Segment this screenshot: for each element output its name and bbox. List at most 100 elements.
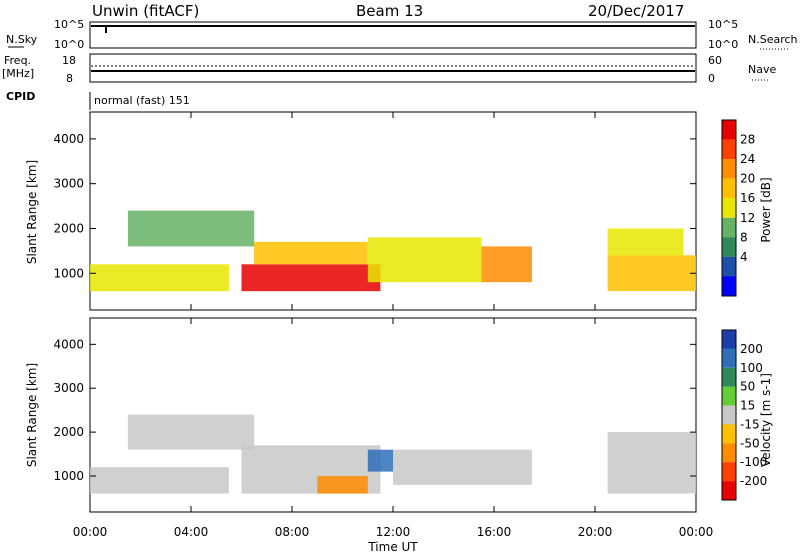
power-panel: 1000 2000 3000 4000 Slant Range [km] 28 24 20… <box>25 111 773 311</box>
colorbar-frame <box>721 329 737 501</box>
x-tick-label: 08:00 <box>275 525 310 539</box>
colorbar-tick-label: -200 <box>740 474 767 488</box>
velocity-y-axis: 1000 2000 3000 4000 <box>53 337 696 483</box>
colorbar-tick-label: -50 <box>740 436 760 450</box>
velocity-echo-band-4 <box>367 449 394 472</box>
power-colorbar-label: Power [dB] <box>759 177 773 242</box>
colorbar-tick-label: 100 <box>740 361 763 375</box>
beam-title: Beam 13 <box>356 2 423 20</box>
x-tick-label: 00:00 <box>73 525 108 539</box>
velocity-echo-band-0 <box>90 467 229 494</box>
time-x-axis: 00:00 04:00 08:00 12:00 16:00 20:00 00:00 <box>73 112 714 539</box>
colorbar-tick-label: 28 <box>740 133 755 147</box>
velocity-ylabel: Slant Range [km] <box>25 363 39 467</box>
colorbar-swatch <box>722 330 736 349</box>
freq-tick-bottom: 8 <box>66 72 73 85</box>
power-ylabel: Slant Range [km] <box>25 160 39 264</box>
velocity-panel: 1000 2000 3000 4000 Slant Range [km] 200 100… <box>25 317 773 513</box>
power-echo-band-3 <box>254 241 368 265</box>
noise-panel <box>89 21 697 49</box>
velocity-echo-band-1 <box>127 414 255 450</box>
noise-tick-left-top: 10^5 <box>54 18 84 31</box>
velocity-echo-band-5 <box>393 449 532 485</box>
power-echo-band-6 <box>607 255 696 292</box>
colorbar-swatch <box>722 237 736 257</box>
colorbar-tick-label: 50 <box>740 380 755 394</box>
y-tick-label: 4000 <box>53 132 84 146</box>
cpid-value: normal (fast) 151 <box>94 94 190 107</box>
y-tick-label: 3000 <box>53 381 84 395</box>
colorbar-swatch <box>722 159 736 179</box>
freq-tick-top: 18 <box>62 54 76 67</box>
cpid-label: CPID <box>6 90 35 103</box>
station-title: Unwin (fitACF) <box>92 2 199 20</box>
power-echo-band-5 <box>481 246 532 283</box>
nave-tick-top: 60 <box>708 54 722 67</box>
colorbar-swatch <box>722 443 736 463</box>
power-echo-band-0 <box>90 264 229 292</box>
x-tick-label: 00:00 <box>679 525 714 539</box>
nave-label: Nave <box>748 63 776 76</box>
colorbar-frame <box>721 119 737 297</box>
y-tick-label: 3000 <box>53 177 84 191</box>
y-tick-label: 2000 <box>53 221 84 235</box>
colorbar-tick-label: 24 <box>740 152 755 166</box>
colorbar-swatch <box>722 386 736 406</box>
colorbar-swatch <box>722 424 736 444</box>
time-xlabel: Time UT <box>367 540 418 554</box>
colorbar-swatch <box>722 120 736 140</box>
colorbar-tick-label: 12 <box>740 211 755 225</box>
x-tick-label: 20:00 <box>578 525 613 539</box>
colorbar-swatch <box>722 276 736 296</box>
colorbar-tick-label: 15 <box>740 399 755 413</box>
x-tick-label: 12:00 <box>376 525 411 539</box>
date-title: 20/Dec/2017 <box>588 2 684 20</box>
colorbar-swatch <box>722 198 736 218</box>
power-echo-band-7 <box>607 228 684 256</box>
power-echo-layer <box>90 210 696 292</box>
velocity-colorbar: 200 100 50 15 -15 -50 -100 -200 <box>721 329 767 501</box>
nsearch-label: N.Search <box>748 33 798 46</box>
velocity-echo-band-3 <box>317 476 368 494</box>
colorbar-swatch <box>722 462 736 482</box>
noise-tick-right-top: 10^5 <box>708 18 738 31</box>
y-tick-label: 1000 <box>53 266 84 280</box>
colorbar-tick-label: 8 <box>740 230 748 244</box>
colorbar-swatch <box>722 367 736 387</box>
x-tick-label: 16:00 <box>477 525 512 539</box>
colorbar-tick-label: 200 <box>740 342 763 356</box>
colorbar-swatch <box>722 348 736 368</box>
y-tick-label: 1000 <box>53 469 84 483</box>
noise-tick-right-bottom: 10^0 <box>708 38 738 51</box>
colorbar-tick-label: -15 <box>740 417 760 431</box>
freq-unit: [MHz] <box>2 67 34 80</box>
colorbar-tick-label: 16 <box>740 191 755 205</box>
x-tick-label: 04:00 <box>174 525 209 539</box>
velocity-echo-layer <box>90 414 696 494</box>
velocity-colorbar-label: Velocity [m s-1] <box>759 373 773 467</box>
nsky-label: N.Sky <box>6 33 38 46</box>
noise-tick-left-bottom: 10^0 <box>54 38 84 51</box>
nave-tick-bottom: 0 <box>708 72 715 85</box>
colorbar-swatch <box>722 217 736 238</box>
colorbar-tick-label: 20 <box>740 172 755 186</box>
y-tick-label: 4000 <box>53 337 84 351</box>
y-tick-label: 2000 <box>53 425 84 439</box>
colorbar-swatch <box>722 139 736 160</box>
colorbar-swatch <box>722 256 736 277</box>
velocity-echo-band-6 <box>607 432 696 494</box>
power-echo-band-4 <box>367 237 482 283</box>
colorbar-swatch <box>722 178 736 199</box>
freq-panel <box>89 53 697 83</box>
colorbar-swatch <box>722 405 736 425</box>
power-colorbar: 28 24 20 16 12 8 4 <box>721 119 755 297</box>
colorbar-tick-label: -100 <box>740 455 767 469</box>
colorbar-swatch <box>722 481 736 500</box>
freq-label: Freq. <box>4 54 31 67</box>
power-echo-band-1 <box>127 210 255 247</box>
power-echo-band-2 <box>241 264 381 292</box>
power-y-axis: 1000 2000 3000 4000 <box>53 132 696 280</box>
colorbar-tick-label: 4 <box>740 250 748 264</box>
